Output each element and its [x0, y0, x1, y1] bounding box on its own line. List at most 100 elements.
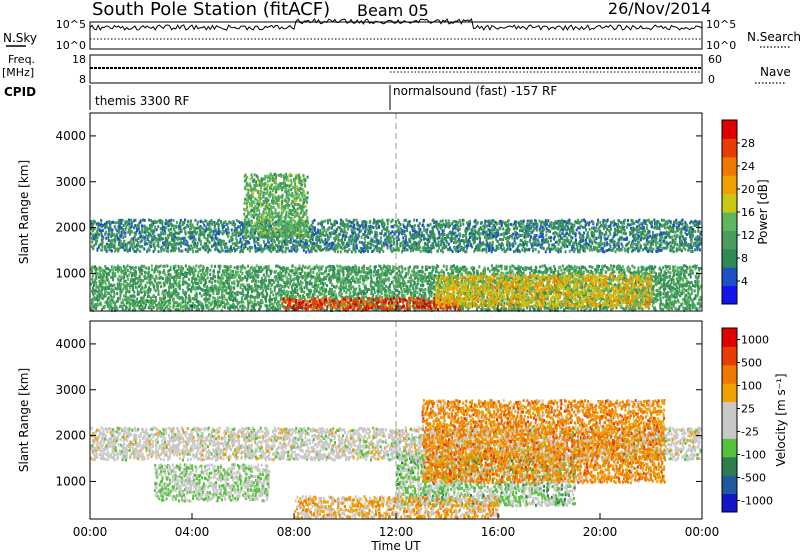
data-cell	[532, 228, 535, 232]
data-cell	[288, 249, 291, 253]
data-cell	[325, 248, 328, 252]
data-cell	[316, 272, 319, 276]
data-cell	[294, 290, 297, 294]
data-cell	[98, 233, 101, 237]
data-cell	[431, 229, 434, 233]
data-cell	[156, 284, 159, 288]
data-cell	[584, 223, 587, 227]
data-cell	[291, 268, 294, 272]
data-cell	[368, 226, 371, 230]
data-cell	[271, 290, 274, 294]
data-cell	[681, 249, 684, 253]
data-cell	[368, 246, 371, 250]
data-cell	[192, 277, 195, 281]
data-cell	[348, 224, 351, 228]
data-cell	[94, 232, 97, 236]
data-cell	[316, 235, 319, 239]
data-cell	[489, 228, 492, 232]
data-cell	[302, 248, 305, 252]
data-cell	[149, 227, 152, 231]
data-cell	[227, 235, 230, 239]
data-cell	[225, 274, 228, 278]
data-cell	[190, 244, 193, 248]
data-cell	[108, 248, 111, 252]
data-cell	[698, 220, 701, 224]
nsky-trace	[89, 17, 703, 40]
data-cell	[381, 244, 384, 248]
data-cell	[421, 223, 424, 227]
data-cell	[417, 240, 420, 244]
data-cell	[646, 247, 649, 251]
data-cell	[619, 225, 622, 229]
data-cell	[116, 292, 119, 296]
data-cell	[161, 300, 164, 304]
data-cell	[305, 242, 308, 246]
data-cell	[503, 235, 506, 239]
data-cell	[155, 274, 158, 278]
data-cell	[116, 233, 119, 237]
data-cell	[351, 225, 354, 229]
data-cell	[107, 235, 110, 239]
data-cell	[634, 243, 637, 247]
data-cell	[257, 301, 260, 305]
data-cell	[267, 234, 270, 238]
data-cell	[150, 238, 153, 242]
data-cell	[120, 266, 123, 270]
data-cell	[470, 231, 473, 235]
data-cell	[223, 224, 226, 228]
data-cell	[244, 276, 247, 280]
data-cell	[419, 249, 422, 253]
data-cell	[98, 228, 101, 232]
data-cell	[273, 231, 276, 235]
data-cell	[648, 220, 651, 224]
data-cell	[223, 246, 226, 250]
data-cell	[642, 232, 645, 236]
data-cell	[374, 220, 377, 224]
data-cell	[111, 231, 114, 235]
data-cell	[241, 221, 244, 225]
data-cell	[291, 288, 294, 292]
data-cell	[187, 231, 190, 235]
data-cell	[226, 225, 229, 229]
data-cell	[129, 270, 132, 274]
data-cell	[188, 283, 191, 287]
data-cell	[189, 224, 192, 228]
data-cell	[369, 230, 372, 234]
data-cell	[510, 222, 513, 226]
data-cell	[469, 221, 472, 225]
data-cell	[167, 235, 170, 239]
data-cell	[149, 245, 152, 249]
data-cell	[195, 245, 198, 249]
data-cell	[187, 250, 190, 254]
data-cell	[280, 287, 283, 291]
data-cell	[656, 233, 659, 237]
data-cell	[167, 243, 170, 247]
data-cell	[369, 246, 372, 250]
data-cell	[428, 240, 431, 244]
data-cell	[100, 234, 103, 238]
data-cell	[254, 287, 257, 291]
data-cell	[135, 286, 138, 290]
data-cell	[223, 305, 226, 309]
data-cell	[178, 227, 181, 231]
data-cell	[281, 250, 284, 254]
data-cell	[294, 244, 297, 248]
data-cell	[457, 250, 460, 254]
data-cell	[369, 239, 372, 243]
data-cell	[491, 226, 494, 230]
data-cell	[186, 301, 189, 305]
data-cell	[452, 220, 455, 224]
data-cell	[141, 272, 144, 276]
data-cell	[485, 224, 488, 228]
data-cell	[523, 247, 526, 251]
data-cell	[119, 293, 122, 297]
data-cell	[472, 230, 475, 234]
data-cell	[475, 220, 478, 224]
data-cell	[485, 230, 488, 234]
data-cell	[330, 279, 333, 283]
data-cell	[500, 246, 503, 250]
data-cell	[583, 218, 586, 222]
data-cell	[172, 237, 175, 241]
data-cell	[328, 243, 331, 247]
data-cell	[214, 275, 217, 279]
